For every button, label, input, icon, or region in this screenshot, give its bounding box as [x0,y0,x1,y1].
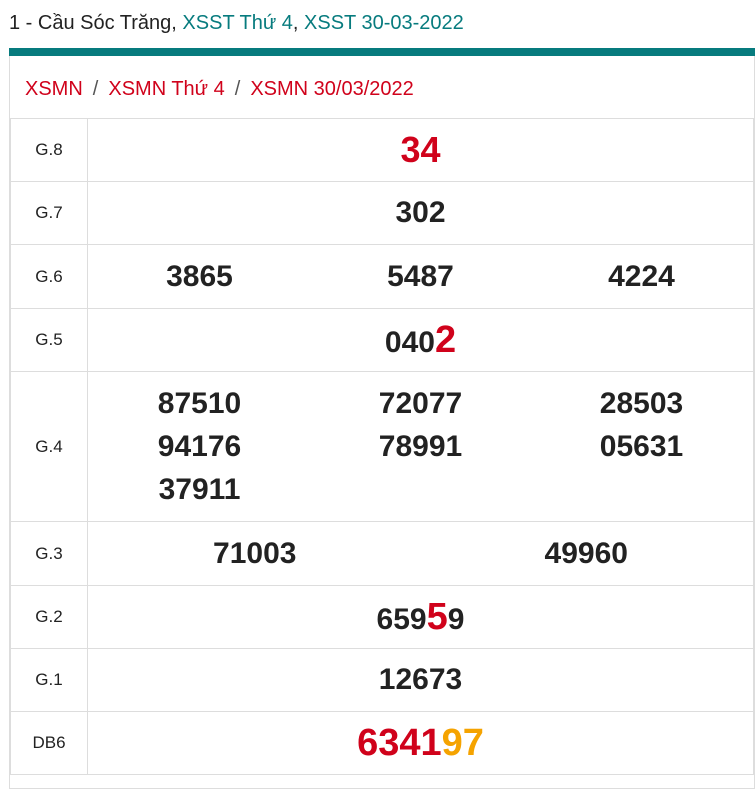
prize-label: G.3 [10,521,88,586]
row-g2: G.2 65959 [10,585,754,649]
results-table: G.8 34 G.7 302 G.6 3865 5487 4224 G.5 0402 G.4… [10,118,754,775]
results-card: XSMN / XSMN Thứ 4 / XSMN 30/03/2022 G.8 34 G.… [9,56,755,789]
value-highlight: 5 [426,595,448,638]
prize-value: 94176 [157,430,242,463]
xsst-date-link[interactable]: XSST 30-03-2022 [304,12,464,34]
prize-label: G.1 [10,648,88,712]
value-highlight: 2 [434,318,457,361]
value-head: 6341 [357,721,442,764]
breadcrumb-sep: / [92,78,99,100]
prize-label: G.8 [10,118,88,182]
row-g3: G.3 71003 49960 [10,521,754,586]
breadcrumb-xsmn-date[interactable]: XSMN 30/03/2022 [250,78,414,100]
row-g8: G.8 34 [10,118,754,182]
value-head: 040 [384,325,435,359]
prize-value: 87510 [157,387,242,420]
value-highlight: 97 [441,721,484,764]
prize-values: 87510 72077 28503 94176 78991 05631 37911 [89,382,752,511]
row-g6: G.6 3865 5487 4224 [10,244,754,309]
prize-value: 65959 [87,585,754,649]
prize-value: 78991 [378,430,463,463]
prize-value: 4224 [608,260,675,293]
row-g4: G.4 87510 72077 28503 94176 78991 05631 37911 [10,371,754,522]
prize-label: G.2 [10,585,88,649]
row-special: DB6 634197 [10,711,754,775]
prize-value: 71003 [213,536,297,570]
value-tail: 9 [447,602,465,636]
accent-bar [9,48,755,56]
prize-value: 5487 [387,260,454,293]
prize-values: 3865 5487 4224 [89,255,752,298]
prize-values: 71003 49960 [89,537,752,571]
breadcrumb-xsmn[interactable]: XSMN [25,78,83,100]
prize-label: G.6 [10,244,88,309]
page-title: 1 - Cầu Sóc Trăng, XSST Thứ 4, XSST 30-0… [9,12,464,35]
row-g1: G.1 12673 [10,648,754,712]
breadcrumb: XSMN / XSMN Thứ 4 / XSMN 30/03/2022 [25,78,414,101]
prize-label: G.4 [10,371,88,522]
prize-value: 49960 [544,536,628,570]
breadcrumb-xsmn-weekday[interactable]: XSMN Thứ 4 [108,78,225,100]
prize-label: DB6 [10,711,88,775]
row-g5: G.5 0402 [10,308,754,372]
row-g7: G.7 302 [10,181,754,245]
prize-value: 28503 [599,387,684,420]
title-prefix: 1 - Cầu Sóc Trăng, [9,12,183,34]
prize-value: 634197 [87,711,754,775]
value-head: 659 [376,602,427,636]
title-sep: , [292,12,305,34]
prize-value: 05631 [599,430,684,463]
prize-label: G.5 [10,308,88,372]
breadcrumb-sep: / [234,78,241,100]
prize-value: 0402 [87,308,754,372]
xsst-weekday-link[interactable]: XSST Thứ 4 [182,12,293,34]
prize-value: 302 [87,181,754,245]
prize-value: 3865 [166,260,233,293]
prize-value: 34 [87,118,754,182]
prize-value: 37911 [158,473,241,506]
prize-value: 72077 [378,387,463,420]
prize-value: 12673 [87,648,754,712]
prize-label: G.7 [10,181,88,245]
